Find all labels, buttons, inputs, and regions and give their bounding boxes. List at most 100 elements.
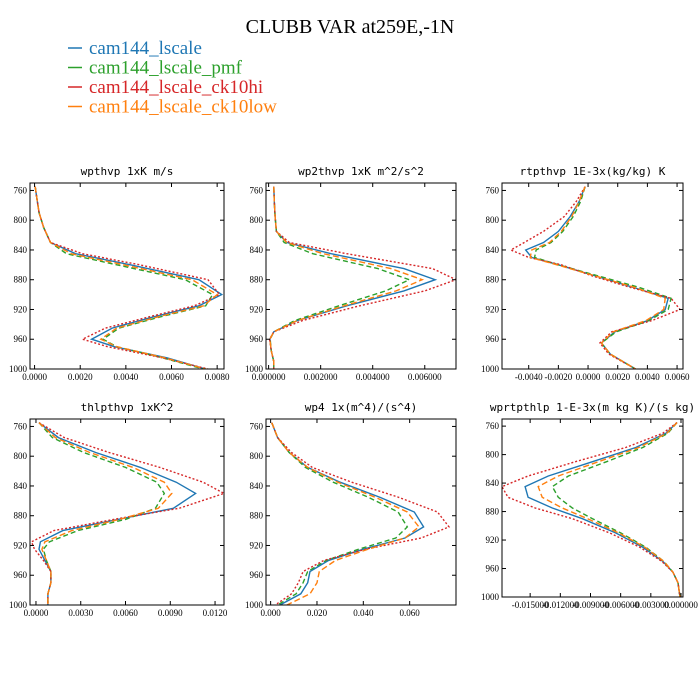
- series-group: [34, 186, 224, 369]
- y-tick-label: 800: [14, 215, 28, 225]
- legend-item: cam144_lscale: [68, 38, 202, 59]
- series-line-4: [34, 186, 219, 369]
- x-tick-label: 0.0060: [113, 608, 138, 618]
- y-tick-label: 760: [14, 185, 28, 195]
- panels: wpthvp 1xK m/s76080084088092096010000.00…: [9, 165, 698, 618]
- x-tick-label: -0.006000: [602, 600, 639, 610]
- series-line-2: [269, 186, 412, 369]
- panel-title: wp2thvp 1xK m^2/s^2: [298, 165, 424, 178]
- x-tick-label: 0.0000: [24, 608, 49, 618]
- series-line-1: [34, 186, 224, 369]
- y-tick-label: 1000: [245, 364, 264, 374]
- y-tick-label: 880: [250, 511, 264, 521]
- series-line-1: [269, 186, 438, 369]
- legend-item: cam144_lscale_ck10low: [68, 97, 277, 118]
- x-tick-label: 0.0040: [113, 372, 138, 382]
- x-tick-label: 0.004000: [356, 372, 390, 382]
- series-line-4: [537, 422, 681, 597]
- series-line-4: [38, 422, 173, 605]
- x-tick-label: -0.009000: [572, 600, 609, 610]
- y-tick-label: 880: [486, 507, 500, 517]
- y-tick-label: 840: [250, 245, 264, 255]
- y-tick-label: 1000: [481, 592, 500, 602]
- series-line-4: [529, 186, 666, 369]
- series-line-2: [551, 422, 681, 597]
- plot-frame: [29, 418, 225, 606]
- panel-title: rtpthvp 1E-3x(kg/kg) K: [520, 165, 666, 178]
- panel-5: wp4 1x(m^4)/(s^4)76080084088092096010000…: [245, 401, 457, 618]
- series-line-3: [509, 186, 682, 369]
- x-tick-label: 0.000000: [252, 372, 286, 382]
- y-tick-label: 880: [250, 275, 264, 285]
- y-tick-label: 960: [486, 334, 500, 344]
- x-tick-label: 0.0000: [22, 372, 47, 382]
- y-tick-label: 760: [486, 421, 500, 431]
- series-line-3: [271, 422, 451, 605]
- panel-title: thlpthvp 1xK^2: [81, 401, 174, 414]
- y-tick-label: 920: [486, 535, 500, 545]
- plot-frame: [265, 182, 457, 370]
- x-tick-label: 0.0040: [635, 372, 660, 382]
- panel-1: wpthvp 1xK m/s76080084088092096010000.00…: [9, 165, 230, 382]
- y-tick-label: 800: [250, 451, 264, 461]
- series-line-3: [34, 186, 221, 369]
- plot-frame: [501, 418, 684, 598]
- legend-item: cam144_lscale_pmf: [68, 58, 243, 79]
- x-tick-label: 0.006000: [408, 372, 442, 382]
- y-tick-label: 760: [250, 421, 264, 431]
- y-tick-label: 1000: [481, 364, 500, 374]
- x-tick-label: -0.003000: [632, 600, 669, 610]
- y-tick-label: 920: [14, 304, 28, 314]
- y-tick-label: 760: [14, 421, 28, 431]
- series-group: [509, 186, 682, 369]
- y-tick-label: 760: [250, 185, 264, 195]
- legend: cam144_lscalecam144_lscale_pmfcam144_lsc…: [68, 38, 277, 118]
- panel-2: wp2thvp 1xK m^2/s^2 760 800 840 880 920 960 100…: [245, 165, 457, 382]
- panel-4: thlpthvp 1xK^276080084088092096010000.00…: [9, 401, 228, 618]
- legend-label: cam144_lscale_pmf: [89, 58, 243, 79]
- y-tick-label: 800: [14, 451, 28, 461]
- series-line-1: [38, 422, 197, 605]
- x-tick-label: 0.0030: [68, 608, 93, 618]
- y-tick-label: 960: [250, 334, 264, 344]
- legend-label: cam144_lscale_ck10low: [89, 97, 277, 118]
- series-line-3: [502, 422, 681, 597]
- series-line-2: [271, 422, 409, 605]
- panel-title: wprtpthlp 1-E-3x(m kg K)/(s kg): [490, 401, 695, 414]
- x-tick-label: 0.000000: [664, 600, 698, 610]
- panel-title: wpthvp 1xK m/s: [81, 165, 174, 178]
- series-group: [502, 422, 681, 597]
- panel-title: wp4 1x(m^4)/(s^4): [305, 401, 418, 414]
- y-tick-label: 800: [250, 215, 264, 225]
- plot-frame: [501, 182, 684, 370]
- series-line-3: [30, 422, 224, 605]
- legend-label: cam144_lscale: [89, 38, 202, 59]
- y-tick-label: 760: [486, 185, 500, 195]
- x-tick-label: 0.060: [400, 608, 421, 618]
- x-tick-label: 0.000: [261, 608, 282, 618]
- plot-frame: [265, 418, 457, 606]
- series-group: [268, 186, 456, 369]
- legend-item: cam144_lscale_ck10hi: [68, 77, 263, 98]
- y-tick-label: 960: [14, 570, 28, 580]
- x-tick-label: 0.0020: [605, 372, 630, 382]
- x-tick-label: -0.012000: [542, 600, 579, 610]
- series-group: [271, 422, 451, 605]
- panel-3: rtpthvp 1E-3x(kg/kg) K 760 800 840 880 920 960…: [481, 165, 690, 382]
- series-line-1: [271, 422, 425, 605]
- x-tick-label: 0.020: [307, 608, 328, 618]
- figure-title: CLUBB VAR at259E,-1N: [246, 16, 455, 38]
- y-tick-label: 960: [14, 334, 28, 344]
- series-line-1: [524, 422, 681, 597]
- y-tick-label: 840: [486, 478, 500, 488]
- x-tick-label: 0.0080: [205, 372, 230, 382]
- x-tick-label: 0.0060: [159, 372, 184, 382]
- y-tick-label: 840: [486, 245, 500, 255]
- y-tick-label: 960: [250, 570, 264, 580]
- y-tick-label: 920: [250, 304, 264, 314]
- x-tick-label: -0.015000: [512, 600, 549, 610]
- y-tick-label: 1000: [245, 600, 264, 610]
- y-tick-label: 880: [14, 275, 28, 285]
- series-line-2: [533, 186, 672, 369]
